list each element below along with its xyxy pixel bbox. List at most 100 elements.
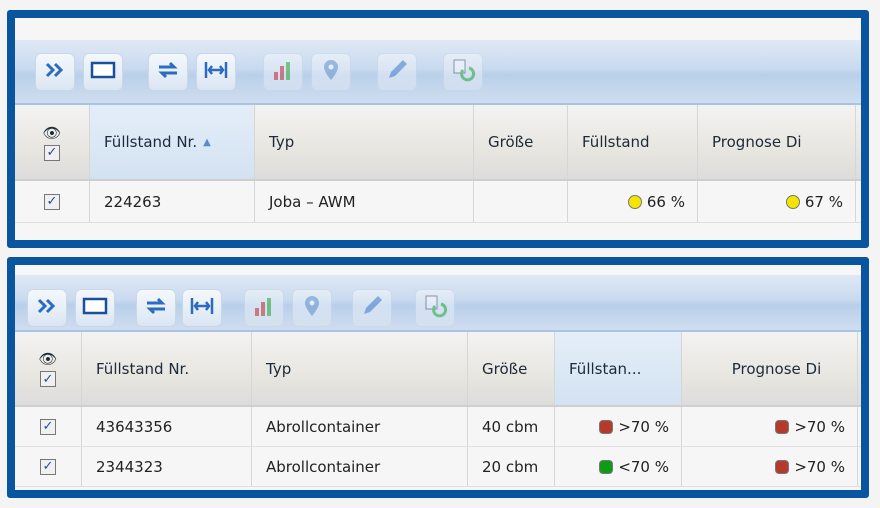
status-green-icon xyxy=(599,459,614,474)
table-row[interactable]: ✓ 43643356 Abrollcontainer 40 cbm >70 % >70 % xyxy=(15,407,861,447)
column-header-prognose[interactable]: Prognose Di xyxy=(682,332,858,405)
column-header-label: Füllstand Nr. xyxy=(104,133,198,151)
select-all-checkbox[interactable]: ✓ xyxy=(40,371,56,387)
cell-text: >70 % xyxy=(794,457,845,476)
cell-text: 20 cbm xyxy=(482,457,539,476)
cell-text: Abrollcontainer xyxy=(266,417,381,436)
column-header-nr[interactable]: Füllstand Nr. xyxy=(82,332,252,405)
document-undo-button xyxy=(415,289,455,327)
cell-prognose: >70 % xyxy=(682,407,858,446)
window-button[interactable] xyxy=(75,289,115,327)
cell-groesse: 20 cbm xyxy=(468,447,555,486)
map-pin-button xyxy=(292,289,332,327)
document-undo-icon xyxy=(449,56,477,88)
cell-text: <70 % xyxy=(618,457,669,476)
column-header-label: Prognose Di xyxy=(731,359,822,378)
bar-chart-button xyxy=(244,289,284,327)
cell-text: Joba – AWM xyxy=(269,192,356,211)
eye-icon: 👁 xyxy=(38,350,58,368)
cell-typ: Abrollcontainer xyxy=(252,407,468,446)
column-header-typ[interactable]: Typ xyxy=(252,332,468,405)
fit-width-button[interactable] xyxy=(182,289,222,327)
column-header-visible[interactable]: 👁 ✓ xyxy=(15,105,90,179)
cell-groesse: 40 cbm xyxy=(468,407,555,446)
status-red-icon xyxy=(775,459,790,474)
document-undo-button xyxy=(443,53,483,91)
cell-prognose: 67 % xyxy=(698,181,856,222)
table-row[interactable]: ✓ 224263 Joba – AWM 66 % 67 % xyxy=(15,181,861,223)
cell-nr: 224263 xyxy=(90,181,255,222)
cell-text: Abrollcontainer xyxy=(266,457,381,476)
expand-button[interactable] xyxy=(35,53,75,91)
refresh-icon xyxy=(142,292,170,324)
cell-text: 40 cbm xyxy=(482,417,539,436)
expand-button[interactable] xyxy=(27,289,67,327)
cell-prognose: >70 % xyxy=(682,447,858,486)
column-header-label: Füllstand xyxy=(582,133,650,151)
cell-text: 67 % xyxy=(804,192,843,211)
cell-groesse xyxy=(474,181,568,222)
pencil-button xyxy=(352,289,392,327)
cell-nr: 43643356 xyxy=(82,407,252,446)
row-checkbox[interactable]: ✓ xyxy=(40,418,56,435)
column-header-groesse[interactable]: Größe xyxy=(468,332,555,405)
toolbar xyxy=(15,40,861,105)
column-header-label: Größe xyxy=(488,133,534,151)
refresh-button[interactable] xyxy=(148,53,188,91)
bar-chart-button xyxy=(263,53,303,91)
column-header-typ[interactable]: Typ xyxy=(255,105,474,179)
column-header-groesse[interactable]: Größe xyxy=(474,105,568,179)
cell-fuellstand: <70 % xyxy=(555,447,682,486)
status-red-icon xyxy=(775,419,790,434)
row-checkbox[interactable]: ✓ xyxy=(40,458,56,475)
cell-text: >70 % xyxy=(618,417,669,436)
expand-icon xyxy=(33,292,61,324)
window-button[interactable] xyxy=(83,53,123,91)
fit-width-button[interactable] xyxy=(196,53,236,91)
map-pin-icon xyxy=(317,56,345,88)
map-pin-button xyxy=(311,53,351,91)
cell-fuellstand: >70 % xyxy=(555,407,682,446)
column-header-fuellstand[interactable]: Füllstan... xyxy=(555,332,682,405)
grid-panel-1: 👁 ✓ Füllstand Nr. ▲ Typ Größe Füllstand Progno… xyxy=(7,10,869,248)
column-header-visible[interactable]: 👁 ✓ xyxy=(15,332,82,405)
cell-nr: 2344323 xyxy=(82,447,252,486)
column-header-label: Füllstand Nr. xyxy=(96,359,190,378)
pencil-button xyxy=(377,53,417,91)
cell-typ: Abrollcontainer xyxy=(252,447,468,486)
bar-chart-icon xyxy=(250,292,278,324)
column-header-fuellstand[interactable]: Füllstand xyxy=(568,105,698,179)
cell-typ: Joba – AWM xyxy=(255,181,474,222)
column-header-label: Typ xyxy=(269,133,295,151)
refresh-button[interactable] xyxy=(136,289,176,327)
cell-text: 224263 xyxy=(104,192,162,211)
expand-icon xyxy=(41,56,69,88)
pencil-icon xyxy=(358,292,386,324)
cell-visible[interactable]: ✓ xyxy=(15,407,82,446)
fit-width-icon xyxy=(188,292,216,324)
status-yellow-icon xyxy=(785,194,800,209)
column-header-label: Füllstan... xyxy=(569,359,642,378)
column-header-label: Größe xyxy=(482,359,528,378)
window-icon xyxy=(89,56,117,88)
select-all-checkbox[interactable]: ✓ xyxy=(44,144,60,161)
cell-text: 66 % xyxy=(646,192,685,211)
column-header-prognose[interactable]: Prognose Di xyxy=(698,105,856,179)
column-header-nr[interactable]: Füllstand Nr. ▲ xyxy=(90,105,255,179)
grid-panel-2: 👁 ✓ Füllstand Nr. Typ Größe Füllstan... Progno… xyxy=(7,257,869,498)
refresh-icon xyxy=(154,56,182,88)
table-row[interactable]: ✓ 2344323 Abrollcontainer 20 cbm <70 % >70 % xyxy=(15,447,861,487)
cell-visible[interactable]: ✓ xyxy=(15,181,90,222)
map-pin-icon xyxy=(298,292,326,324)
fit-width-icon xyxy=(202,56,230,88)
cell-visible[interactable]: ✓ xyxy=(15,447,82,486)
status-red-icon xyxy=(599,419,614,434)
document-undo-icon xyxy=(421,292,449,324)
cell-text: 2344323 xyxy=(96,457,163,476)
column-header-label: Prognose Di xyxy=(712,133,802,151)
row-checkbox[interactable]: ✓ xyxy=(44,193,60,210)
cell-text: >70 % xyxy=(794,417,845,436)
header-row: 👁 ✓ Füllstand Nr. ▲ Typ Größe Füllstand Progno… xyxy=(15,105,861,181)
toolbar xyxy=(15,275,861,332)
status-yellow-icon xyxy=(627,194,642,209)
